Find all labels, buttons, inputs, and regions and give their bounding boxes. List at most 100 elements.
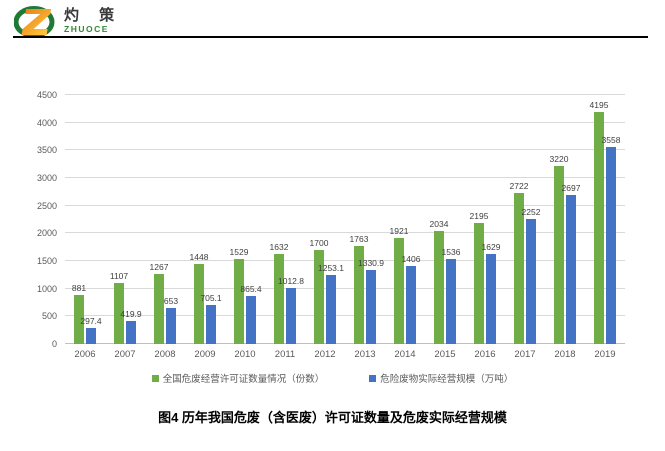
operating-scale-bar xyxy=(326,274,336,344)
gridline xyxy=(65,260,625,261)
logo-text: 灼 策 ZHUOCE xyxy=(64,8,122,34)
data-label: 1629 xyxy=(481,241,501,252)
operating-scale-bar xyxy=(286,287,296,344)
x-tick-label: 2007 xyxy=(114,349,136,360)
gridline xyxy=(65,121,625,123)
legend-label: 全国危废经营许可证数量情况（份数） xyxy=(162,374,325,385)
data-label: 1267 xyxy=(149,261,169,272)
bar-slot: 3220 xyxy=(550,95,568,344)
x-tick-label: 2010 xyxy=(234,349,256,360)
data-label: 3220 xyxy=(549,153,569,164)
bar-slot: 865.4 xyxy=(240,95,262,344)
x-axis-line xyxy=(65,343,625,344)
x-tick-label: 2017 xyxy=(514,349,536,360)
data-label: 2697 xyxy=(561,182,581,193)
license-count-bar xyxy=(74,295,84,344)
operating-scale-bar xyxy=(566,194,576,344)
operating-scale-bar xyxy=(166,307,176,344)
data-label: 3558 xyxy=(601,135,621,146)
gridline xyxy=(65,287,625,289)
operating-scale-bar xyxy=(606,147,616,344)
operating-scale-bar xyxy=(446,259,456,344)
operating-scale-bar xyxy=(406,266,416,344)
y-tick-label: 2500 xyxy=(36,200,57,211)
bar-slot: 2252 xyxy=(522,95,540,344)
x-tick-label: 2009 xyxy=(194,349,216,360)
bar-slot: 2722 xyxy=(510,95,528,344)
gridline xyxy=(65,204,625,206)
logo-name-en: ZHUOCE xyxy=(64,23,109,34)
data-label: 865.4 xyxy=(240,284,262,295)
bar-slot: 1632 xyxy=(270,95,288,344)
bar-slot: 881 xyxy=(71,95,87,344)
legend-item: 危险废物实际经营规模（万吨） xyxy=(369,371,513,385)
bar-chart: 0 500 1000 1500 2000 2500 3000 3500 4000 4500 881… xyxy=(30,90,625,360)
bar-slot: 2034 xyxy=(430,95,448,344)
x-tick-label: 2011 xyxy=(274,349,296,360)
data-label: 4195 xyxy=(589,99,609,110)
y-axis: 0 500 1000 1500 2000 2500 3000 3500 4000 4500 xyxy=(30,90,57,349)
data-label: 1107 xyxy=(109,270,129,281)
bar-group: 1107 419.9 2007 xyxy=(105,95,145,360)
x-tick-label: 2008 xyxy=(154,349,176,360)
data-label: 2722 xyxy=(509,181,529,192)
bar-slot: 705.1 xyxy=(200,95,222,344)
bar-group: 1632 1012.8 2011 xyxy=(265,95,305,360)
x-tick-label: 2014 xyxy=(394,349,416,360)
bar-slot: 653 xyxy=(164,95,178,344)
logo-name-cn: 灼 策 xyxy=(64,7,123,25)
data-label: 2252 xyxy=(521,207,541,218)
data-label: 881 xyxy=(71,283,87,294)
y-tick-label: 3500 xyxy=(36,145,57,156)
bar-slot: 1763 xyxy=(350,95,368,344)
zhuoce-logo: 灼 策 ZHUOCE xyxy=(14,4,122,38)
y-tick-label: 2000 xyxy=(36,228,57,239)
bar-slot: 1536 xyxy=(442,95,460,344)
zhuoce-logo-icon xyxy=(14,6,55,38)
data-label: 705.1 xyxy=(200,293,222,303)
legend-label: 危险废物实际经营规模（万吨） xyxy=(380,374,514,385)
bar-slot: 1529 xyxy=(230,95,248,344)
license-count-bar xyxy=(434,231,444,344)
license-count-bar xyxy=(314,249,324,344)
operating-scale-bar xyxy=(526,219,536,344)
y-tick-label: 4000 xyxy=(36,117,57,128)
x-tick-label: 2012 xyxy=(314,349,336,360)
operating-scale-bar xyxy=(86,327,96,344)
y-tick-label: 1000 xyxy=(36,283,57,294)
bar-slot: 1107 xyxy=(110,95,128,344)
license-count-bar xyxy=(114,282,124,344)
data-label: 297.4 xyxy=(80,315,102,326)
data-label: 2195 xyxy=(469,210,489,221)
bar-slot: 4195 xyxy=(590,95,608,344)
bar-group: 3220 2697 2018 xyxy=(545,95,585,360)
bar-slot: 1012.8 xyxy=(278,95,304,344)
operating-scale-bar xyxy=(126,320,136,344)
bar-group: 1267 653 2008 xyxy=(145,95,185,360)
bar-slot: 419.9 xyxy=(120,95,142,344)
license-count-bar xyxy=(594,111,604,344)
x-tick-label: 2015 xyxy=(434,349,456,360)
bar-slot: 1253.1 xyxy=(318,95,344,344)
x-tick-label: 2006 xyxy=(74,349,96,360)
license-count-bar xyxy=(474,222,484,344)
bar-group: 1529 865.4 2010 xyxy=(225,95,265,360)
header-divider xyxy=(13,36,648,38)
bar-group: 881 297.4 2006 xyxy=(65,95,105,360)
bar-slot: 3558 xyxy=(602,95,620,344)
x-tick-label: 2013 xyxy=(354,349,376,360)
bar-slot: 1921 xyxy=(390,95,408,344)
license-count-bar xyxy=(394,237,404,344)
data-label: 1700 xyxy=(309,237,329,248)
bar-group: 1763 1330.9 2013 xyxy=(345,95,385,360)
figure-caption: 图4 历年我国危废（含医废）许可证数量及危废实际经营规模 xyxy=(158,410,507,425)
legend: 全国危废经营许可证数量情况（份数） 危险废物实际经营规模（万吨） xyxy=(0,371,665,385)
data-label: 1330.9 xyxy=(358,258,384,269)
data-label: 1536 xyxy=(441,247,461,258)
bar-slot: 1330.9 xyxy=(358,95,384,344)
data-label: 1012.8 xyxy=(278,275,304,286)
bar-slot: 2195 xyxy=(470,95,488,344)
operating-scale-bar xyxy=(206,305,216,344)
bar-group: 2195 1629 2016 xyxy=(465,95,505,360)
bar-group: 2034 1536 2015 xyxy=(425,95,465,360)
